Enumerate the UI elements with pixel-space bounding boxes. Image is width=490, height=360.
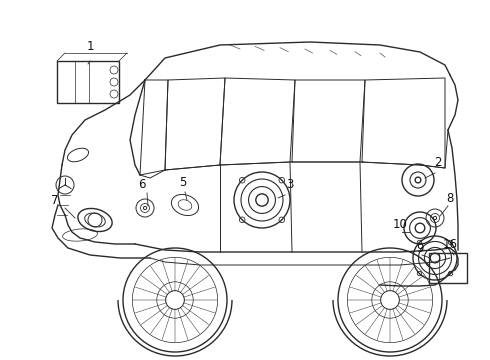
Text: 10: 10: [392, 219, 408, 231]
Bar: [57, 61, 119, 103]
Text: 8: 8: [446, 192, 454, 204]
Text: 9: 9: [416, 242, 424, 255]
Text: 3: 3: [286, 179, 294, 192]
Text: 7: 7: [51, 194, 59, 207]
Bar: [429, 253, 467, 283]
Text: 1: 1: [86, 40, 94, 54]
Text: 16: 16: [442, 238, 458, 252]
Text: 5: 5: [179, 176, 187, 189]
Text: 6: 6: [138, 179, 146, 192]
Text: 2: 2: [434, 157, 442, 170]
